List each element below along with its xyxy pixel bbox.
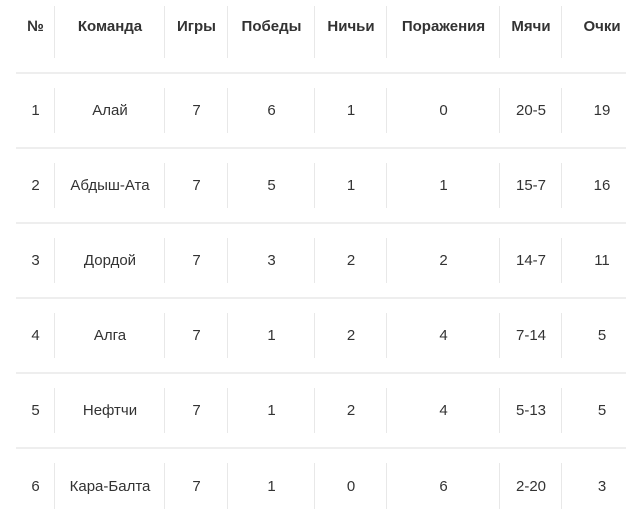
header-goals: Мячи xyxy=(500,0,562,73)
table-row: 3 Дордой 7 3 2 2 14-7 11 xyxy=(16,222,626,298)
cell-games: 7 xyxy=(165,72,228,148)
cell-losses: 0 xyxy=(387,72,500,148)
table-row: 6 Кара-Балта 7 1 0 6 2-20 3 xyxy=(16,447,626,523)
cell-wins: 3 xyxy=(228,222,315,298)
cell-draws: 1 xyxy=(315,147,387,223)
cell-rank: 5 xyxy=(16,372,55,448)
cell-points: 16 xyxy=(562,147,626,223)
cell-losses: 4 xyxy=(387,372,500,448)
cell-rank: 3 xyxy=(16,222,55,298)
cell-losses: 2 xyxy=(387,222,500,298)
cell-team: Алай xyxy=(55,72,165,148)
header-draws: Ничьи xyxy=(315,0,387,73)
cell-points: 5 xyxy=(562,372,626,448)
cell-draws: 2 xyxy=(315,222,387,298)
cell-losses: 1 xyxy=(387,147,500,223)
cell-points: 5 xyxy=(562,297,626,373)
cell-games: 7 xyxy=(165,372,228,448)
cell-draws: 0 xyxy=(315,447,387,523)
cell-games: 7 xyxy=(165,447,228,523)
cell-wins: 6 xyxy=(228,72,315,148)
cell-points: 19 xyxy=(562,72,626,148)
cell-rank: 6 xyxy=(16,447,55,523)
cell-goals: 20-5 xyxy=(500,72,562,148)
cell-rank: 4 xyxy=(16,297,55,373)
cell-games: 7 xyxy=(165,222,228,298)
header-points: Очки xyxy=(583,18,621,35)
cell-wins: 1 xyxy=(228,447,315,523)
cell-games: 7 xyxy=(165,147,228,223)
cell-goals: 15-7 xyxy=(500,147,562,223)
table-row: 2 Абдыш-Ата 7 5 1 1 15-7 16 xyxy=(16,147,626,223)
header-losses: Поражения xyxy=(387,0,500,73)
cell-goals: 7-14 xyxy=(500,297,562,373)
cell-draws: 1 xyxy=(315,72,387,148)
table-row: 1 Алай 7 6 1 0 20-5 19 xyxy=(16,72,626,148)
cell-rank: 2 xyxy=(16,147,55,223)
cell-goals: 5-13 xyxy=(500,372,562,448)
cell-wins: 1 xyxy=(228,297,315,373)
cell-team: Нефтчи xyxy=(55,372,165,448)
cell-goals: 2-20 xyxy=(500,447,562,523)
cell-team: Кара-Балта xyxy=(55,447,165,523)
cell-wins: 1 xyxy=(228,372,315,448)
cell-draws: 2 xyxy=(315,372,387,448)
header-games: Игры xyxy=(165,0,228,73)
header-row: № Команда Игры Победы Ничьи Поражения Мячи Очки xyxy=(16,0,626,73)
table-row: 5 Нефтчи 7 1 2 4 5-13 5 xyxy=(16,372,626,448)
cell-team: Алга xyxy=(55,297,165,373)
standings-table: № Команда Игры Победы Ничьи Поражения Мячи Очки… xyxy=(16,0,626,523)
header-team: Команда xyxy=(55,0,165,73)
header-rank: № xyxy=(16,0,55,73)
cell-losses: 4 xyxy=(387,297,500,373)
cell-team: Абдыш-Ата xyxy=(55,147,165,223)
cell-points: 11 xyxy=(562,222,626,298)
cell-team: Дордой xyxy=(55,222,165,298)
cell-losses: 6 xyxy=(387,447,500,523)
cell-rank: 1 xyxy=(16,72,55,148)
cell-games: 7 xyxy=(165,297,228,373)
cell-draws: 2 xyxy=(315,297,387,373)
header-wins: Победы xyxy=(228,0,315,73)
cell-goals: 14-7 xyxy=(500,222,562,298)
cell-wins: 5 xyxy=(228,147,315,223)
table-row: 4 Алга 7 1 2 4 7-14 5 xyxy=(16,297,626,373)
cell-points: 3 xyxy=(562,447,626,523)
